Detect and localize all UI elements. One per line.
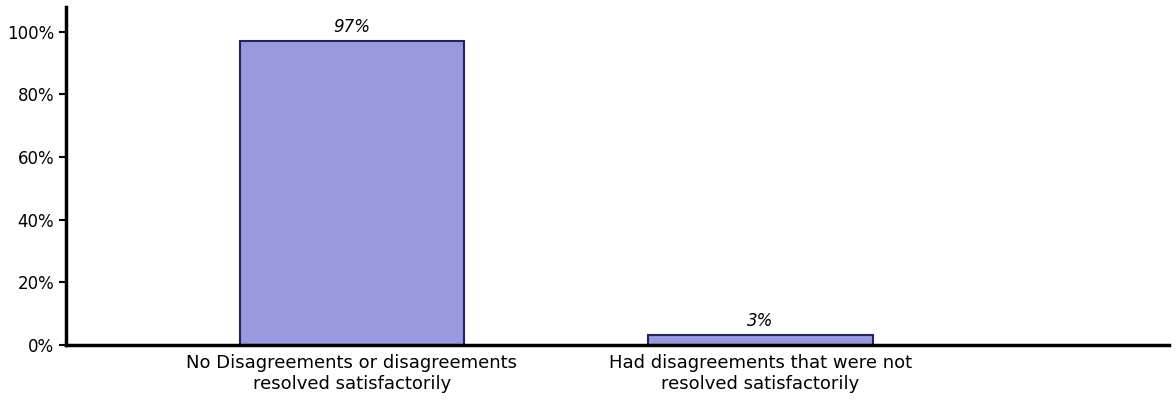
- Bar: [648, 335, 873, 344]
- Text: 3%: 3%: [747, 312, 774, 330]
- Bar: [240, 41, 465, 344]
- Text: 97%: 97%: [334, 18, 370, 36]
